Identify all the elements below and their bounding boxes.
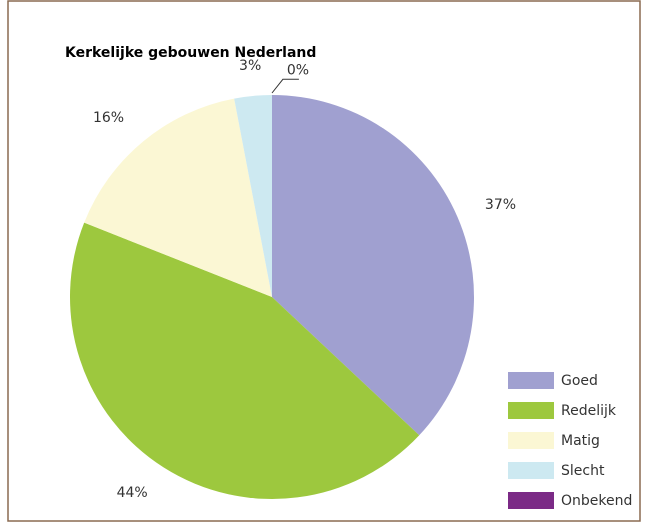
- legend-swatch: [508, 432, 554, 449]
- pie-slice: [234, 95, 272, 297]
- data-label: 3%: [239, 58, 261, 74]
- data-label: 16%: [93, 110, 124, 126]
- chart-title: Kerkelijke gebouwen Nederland: [65, 45, 316, 61]
- data-label: 0%: [287, 62, 309, 78]
- legend-label: Redelijk: [561, 403, 617, 419]
- legend-label: Matig: [561, 433, 600, 449]
- pie-slice: [70, 222, 420, 499]
- legend-label: Onbekend: [561, 493, 632, 509]
- data-label: 44%: [117, 485, 148, 501]
- pie-slice: [84, 98, 272, 297]
- legend-swatch: [508, 372, 554, 389]
- frame: [7, 0, 641, 522]
- pie-slice: [272, 95, 474, 436]
- legend-swatch: [508, 462, 554, 479]
- legend-label: Goed: [561, 373, 598, 389]
- data-label: 37%: [485, 197, 516, 213]
- legend-swatch: [508, 402, 554, 419]
- legend-swatch: [508, 492, 554, 509]
- leader-line: [271, 78, 299, 94]
- legend-label: Slecht: [561, 463, 605, 479]
